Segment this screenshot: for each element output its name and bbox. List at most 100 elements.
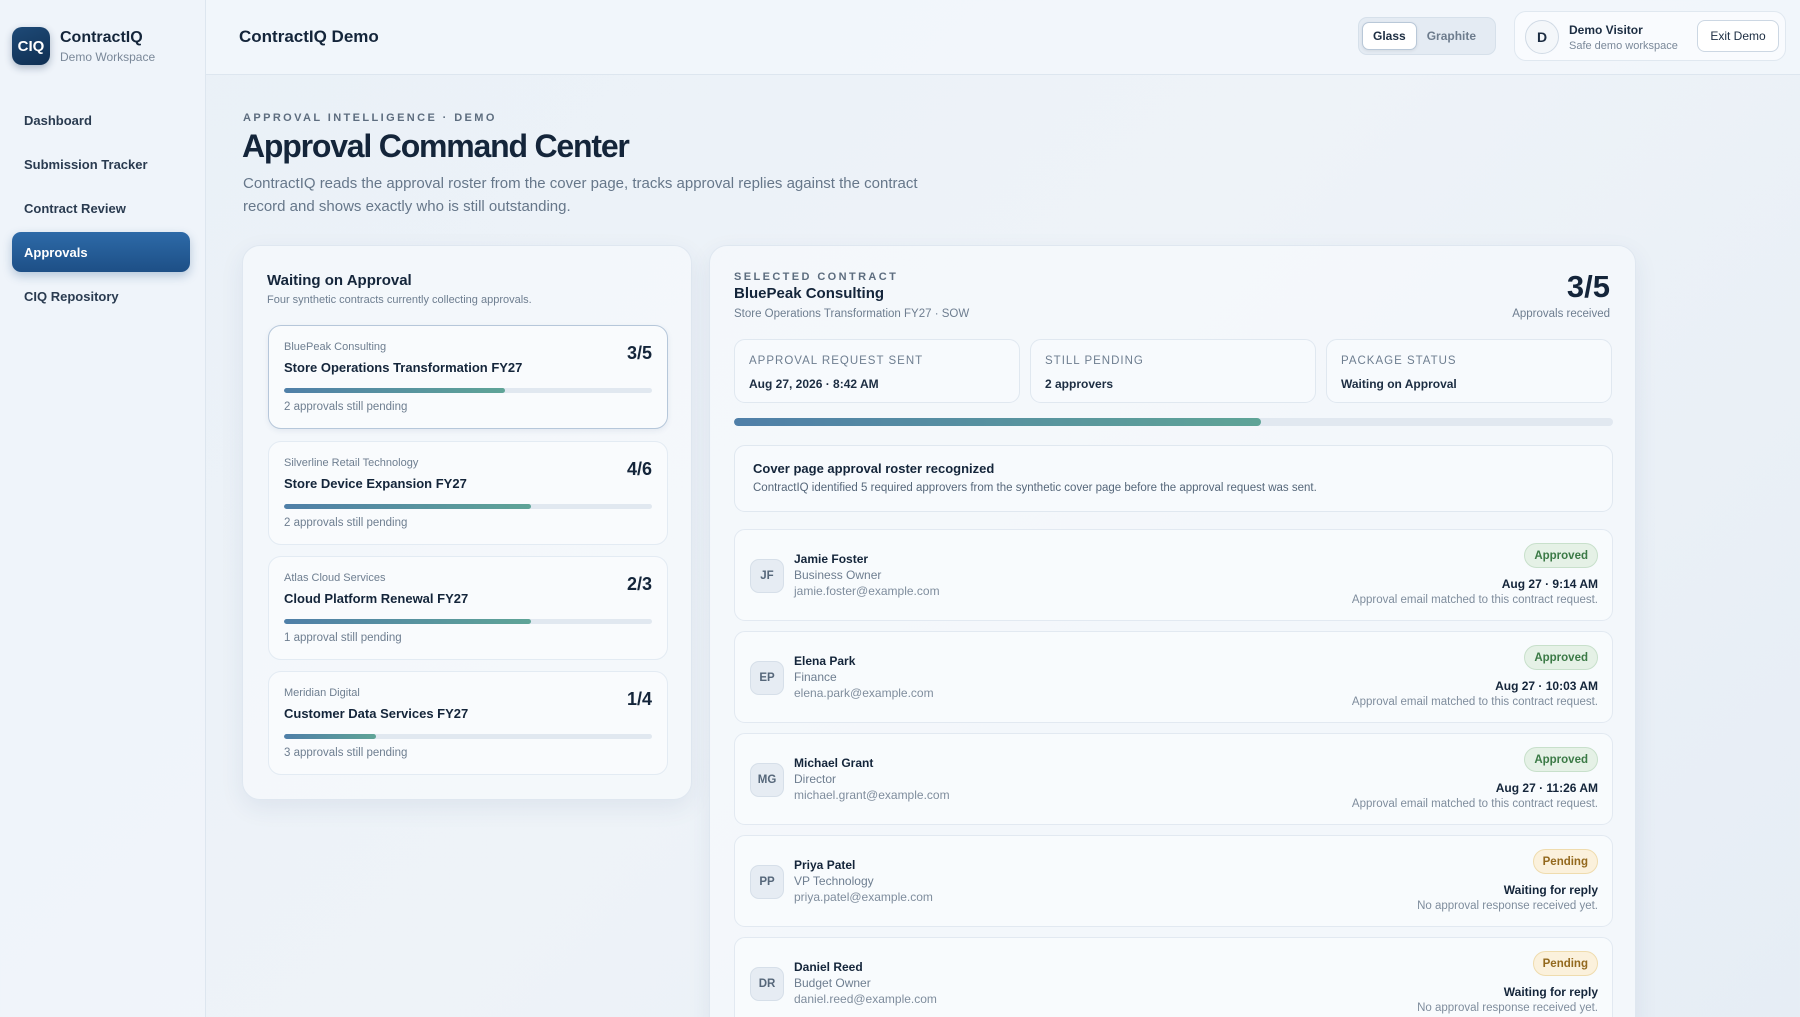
stat-still-pending: STILL PENDING 2 approvers <box>1030 339 1316 403</box>
progress-bar <box>284 619 652 624</box>
panel-subtitle: Four synthetic contracts currently colle… <box>267 294 532 306</box>
approval-time: Aug 27 · 10:03 AM <box>1495 679 1598 693</box>
pending-note: 1 approval still pending <box>284 632 402 644</box>
page-title: Approval Command Center <box>242 128 630 164</box>
approver-name: Elena Park <box>794 654 856 668</box>
status-badge: Approved <box>1524 543 1598 568</box>
approval-note: No approval response received yet. <box>1417 1002 1598 1014</box>
approver-row[interactable]: PP Priya Patel VP Technology priya.patel… <box>734 835 1613 927</box>
approval-time: Aug 27 · 9:14 AM <box>1501 577 1598 591</box>
notice-body: ContractIQ identified 5 required approve… <box>753 482 1317 494</box>
approval-note: Approval email matched to this contract … <box>1351 594 1598 606</box>
waiting-on-approval-panel: Waiting on Approval Four synthetic contr… <box>242 245 692 800</box>
approver-row[interactable]: MG Michael Grant Director michael.grant@… <box>734 733 1613 825</box>
top-bar: ContractIQ Demo Glass Graphite D Demo Vi… <box>206 0 1800 75</box>
approver-row[interactable]: JF Jamie Foster Business Owner jamie.fos… <box>734 529 1613 621</box>
page-eyebrow: APPROVAL INTELLIGENCE · DEMO <box>243 112 497 124</box>
sidebar-item-approvals[interactable]: Approvals <box>12 232 190 272</box>
contract-vendor: Silverline Retail Technology <box>284 457 419 469</box>
approver-name: Michael Grant <box>794 756 874 770</box>
contract-name: Cloud Platform Renewal FY27 <box>284 591 469 606</box>
selected-eyebrow: SELECTED CONTRACT <box>734 271 899 283</box>
approver-email: jamie.foster@example.com <box>794 584 940 598</box>
approver-row[interactable]: EP Elena Park Finance elena.park@example… <box>734 631 1613 723</box>
contract-vendor: Meridian Digital <box>284 687 360 699</box>
avatar[interactable]: D <box>1525 20 1559 54</box>
contract-vendor: Atlas Cloud Services <box>284 572 386 584</box>
approver-initials: EP <box>750 661 784 695</box>
stat-label: PACKAGE STATUS <box>1341 355 1457 367</box>
stat-value: Waiting on Approval <box>1341 377 1457 391</box>
approver-name: Jamie Foster <box>794 552 869 566</box>
pending-note: 3 approvals still pending <box>284 747 408 759</box>
approval-progress-fill <box>734 418 1262 426</box>
sidebar-item-ciq-repository[interactable]: CIQ Repository <box>24 288 119 304</box>
approval-note: No approval response received yet. <box>1417 900 1598 912</box>
contract-name: Store Device Expansion FY27 <box>284 476 467 491</box>
sidebar-item-contract-review[interactable]: Contract Review <box>24 200 126 216</box>
approver-email: michael.grant@example.com <box>794 788 950 802</box>
approver-initials: DR <box>750 967 784 1001</box>
approver-row[interactable]: DR Daniel Reed Budget Owner daniel.reed@… <box>734 937 1613 1017</box>
progress-bar <box>284 734 652 739</box>
approver-role: Budget Owner <box>794 976 871 990</box>
approvals-received-count: 3/5 <box>1566 269 1610 304</box>
approval-count: 1/4 <box>626 689 652 709</box>
contract-vendor: BluePeak Consulting <box>284 341 387 353</box>
approver-role: Finance <box>794 670 837 684</box>
approval-count: 2/3 <box>626 574 652 594</box>
contractiq-logo-icon: CIQ <box>12 27 50 65</box>
stat-value: 2 approvers <box>1045 377 1114 391</box>
contract-card[interactable]: Silverline Retail Technology Store Devic… <box>268 441 668 545</box>
pending-note: 2 approvals still pending <box>284 517 408 529</box>
user-subtitle: Safe demo workspace <box>1569 40 1678 52</box>
sidebar-item-submission-tracker[interactable]: Submission Tracker <box>24 156 148 172</box>
sidebar-item-dashboard[interactable]: Dashboard <box>24 112 92 128</box>
panel-title: Waiting on Approval <box>267 272 412 289</box>
theme-graphite-button[interactable]: Graphite <box>1426 29 1477 43</box>
sidebar: CIQ ContractIQ Demo Workspace Dashboard … <box>0 0 206 1017</box>
approver-name: Priya Patel <box>794 858 856 872</box>
progress-bar <box>284 388 652 393</box>
progress-fill <box>284 388 505 393</box>
theme-glass-button[interactable]: Glass <box>1362 22 1417 50</box>
pending-note: 2 approvals still pending <box>284 401 408 413</box>
stat-label: STILL PENDING <box>1045 355 1144 367</box>
approver-role: VP Technology <box>794 874 874 888</box>
stat-request-sent: APPROVAL REQUEST SENT Aug 27, 2026 · 8:4… <box>734 339 1020 403</box>
stat-label: APPROVAL REQUEST SENT <box>749 355 924 367</box>
approval-progress-bar <box>734 418 1613 426</box>
brand-text: ContractIQ Demo Workspace <box>60 29 155 64</box>
contract-card[interactable]: BluePeak Consulting Store Operations Tra… <box>268 325 668 429</box>
approval-note: Approval email matched to this contract … <box>1351 798 1598 810</box>
approval-time: Waiting for reply <box>1503 883 1598 897</box>
status-badge: Approved <box>1524 747 1598 772</box>
exit-demo-button[interactable]: Exit Demo <box>1697 20 1779 52</box>
notice-title: Cover page approval roster recognized <box>753 461 995 476</box>
selected-vendor: BluePeak Consulting <box>734 285 885 302</box>
sidebar-nav: Dashboard Submission Tracker Contract Re… <box>12 100 190 320</box>
contract-card[interactable]: Meridian Digital Customer Data Services … <box>268 671 668 775</box>
app-title: ContractIQ Demo <box>239 27 379 46</box>
roster-notice: Cover page approval roster recognized Co… <box>734 445 1613 512</box>
status-badge: Pending <box>1532 849 1598 874</box>
approver-name: Daniel Reed <box>794 960 863 974</box>
approval-count: 4/6 <box>626 459 652 479</box>
contract-card[interactable]: Atlas Cloud Services Cloud Platform Rene… <box>268 556 668 660</box>
progress-fill <box>284 504 531 509</box>
approver-email: elena.park@example.com <box>794 686 934 700</box>
approver-initials: PP <box>750 865 784 899</box>
stat-value: Aug 27, 2026 · 8:42 AM <box>749 377 879 391</box>
approval-time: Aug 27 · 11:26 AM <box>1495 781 1598 795</box>
selected-subtitle: Store Operations Transformation FY27 · S… <box>734 308 970 320</box>
approver-initials: MG <box>750 763 784 797</box>
approval-count: 3/5 <box>626 343 652 363</box>
status-badge: Approved <box>1524 645 1598 670</box>
brand[interactable]: CIQ ContractIQ Demo Workspace <box>12 27 155 65</box>
contract-name: Store Operations Transformation FY27 <box>284 360 523 375</box>
workspace-name: Demo Workspace <box>60 49 156 64</box>
approval-note: Approval email matched to this contract … <box>1351 696 1598 708</box>
approver-role: Director <box>794 772 837 786</box>
progress-bar <box>284 504 652 509</box>
progress-fill <box>284 734 376 739</box>
